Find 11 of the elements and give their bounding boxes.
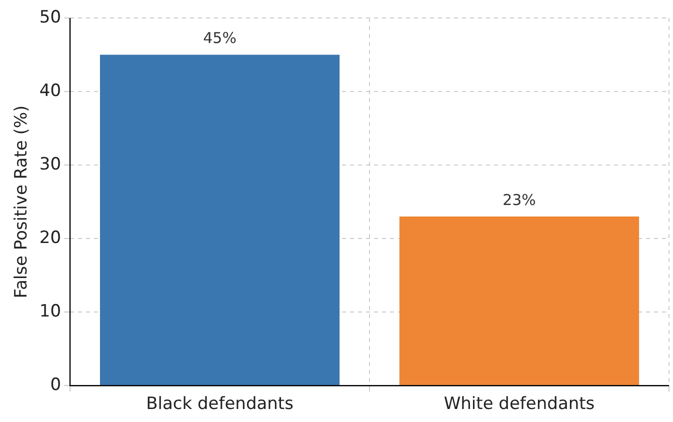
y-tick-label: 10 <box>39 302 62 322</box>
x-tick-label: Black defendants <box>146 394 294 414</box>
y-axis-title: False Positive Rate (%) <box>12 105 32 298</box>
y-tick-label: 30 <box>39 154 62 174</box>
y-tick-label: 40 <box>39 80 62 101</box>
y-tick-label: 20 <box>39 228 62 248</box>
y-tick-label: 50 <box>39 7 62 28</box>
x-tick-label: White defendants <box>444 394 595 414</box>
data-label: 45% <box>203 29 236 48</box>
data-label: 23% <box>502 190 536 209</box>
y-tick-label: 0 <box>50 375 62 396</box>
